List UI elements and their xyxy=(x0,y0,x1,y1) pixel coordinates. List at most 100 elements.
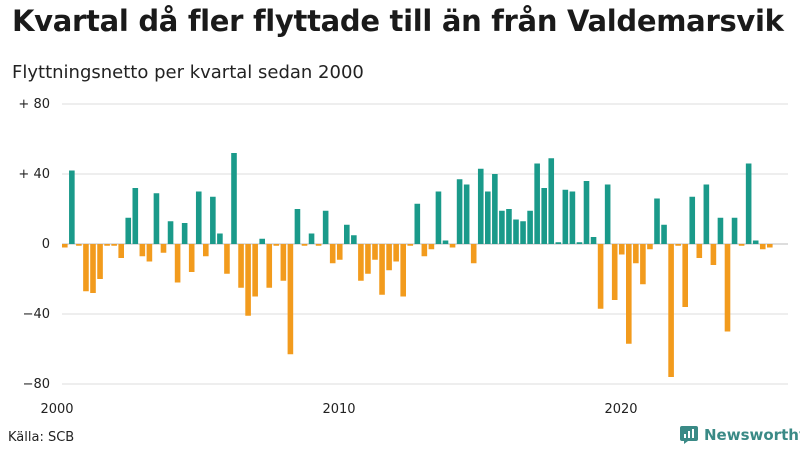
bar xyxy=(372,244,378,260)
bar xyxy=(181,223,188,244)
bar xyxy=(520,221,526,244)
bar xyxy=(111,244,117,246)
bar xyxy=(618,244,625,255)
x-tick-label: 2010 xyxy=(322,402,355,417)
y-tick-label: + 80 xyxy=(18,97,50,112)
bar xyxy=(463,184,470,244)
bar xyxy=(83,244,89,292)
x-axis-labels: 2000 2010 2020 xyxy=(40,402,637,417)
bar xyxy=(428,244,435,250)
bar xyxy=(435,191,442,244)
newsworthy-logo-icon xyxy=(680,426,698,444)
y-axis-labels: + 80 + 40 0 −40 −80 xyxy=(18,97,50,392)
bar xyxy=(668,244,674,377)
y-tick-label: −40 xyxy=(23,307,50,322)
bar xyxy=(386,244,392,271)
bar xyxy=(344,224,350,244)
bar xyxy=(322,210,329,244)
bar xyxy=(745,163,752,244)
bar xyxy=(477,168,484,244)
bar xyxy=(548,158,555,244)
bar xyxy=(174,244,181,283)
source-note: Källa: SCB xyxy=(8,430,75,445)
bar xyxy=(421,244,428,257)
bar xyxy=(203,244,209,257)
bar xyxy=(710,244,717,265)
bar xyxy=(400,244,406,297)
chart-subtitle: Flyttningsnetto per kvartal sedan 2000 xyxy=(12,62,364,83)
bar xyxy=(442,240,449,244)
bar xyxy=(527,210,533,244)
bar xyxy=(752,240,759,244)
bar xyxy=(407,244,414,246)
chart-title: Kvartal då fler flyttade till än från Va… xyxy=(12,4,784,38)
bar xyxy=(583,181,590,244)
bar xyxy=(499,210,505,244)
bar xyxy=(767,244,773,248)
bar xyxy=(365,244,371,274)
bar xyxy=(153,193,160,244)
bar xyxy=(449,244,456,248)
bar xyxy=(217,233,223,244)
y-tick-label: + 40 xyxy=(18,167,50,182)
bar xyxy=(703,184,710,244)
bar xyxy=(97,244,103,279)
bar xyxy=(759,244,766,250)
bar xyxy=(611,244,618,300)
bar xyxy=(231,153,237,244)
bar xyxy=(590,237,597,244)
bar xyxy=(252,244,258,297)
bar xyxy=(315,244,322,246)
y-tick-label: 0 xyxy=(42,237,50,252)
bar xyxy=(104,244,110,246)
bar xyxy=(188,244,195,272)
bar xyxy=(506,209,512,244)
bar xyxy=(647,244,653,250)
bar xyxy=(717,217,724,244)
bar xyxy=(125,217,132,244)
bar xyxy=(301,244,308,246)
bar xyxy=(69,170,75,244)
bar xyxy=(661,224,667,244)
bar xyxy=(724,244,731,332)
bar xyxy=(358,244,364,281)
bar xyxy=(210,196,216,244)
bar xyxy=(280,244,287,281)
bar xyxy=(640,244,646,285)
bar xyxy=(379,244,385,295)
gridlines xyxy=(62,103,788,385)
bar xyxy=(534,163,540,244)
bar xyxy=(224,244,230,274)
bar xyxy=(414,203,421,244)
x-tick-label: 2000 xyxy=(40,402,73,417)
bar xyxy=(118,244,124,258)
bar xyxy=(731,217,738,244)
bar xyxy=(393,244,399,262)
bar xyxy=(485,191,491,244)
bar xyxy=(513,219,519,244)
bar xyxy=(597,244,604,309)
bar xyxy=(456,179,463,244)
bar xyxy=(139,244,146,257)
bar xyxy=(167,221,174,244)
bar xyxy=(633,244,639,264)
bar xyxy=(329,244,336,264)
bar xyxy=(626,244,632,344)
bars xyxy=(62,153,773,377)
bar xyxy=(696,244,703,258)
bar xyxy=(238,244,244,288)
bar xyxy=(294,209,301,244)
bar xyxy=(562,189,569,244)
bar xyxy=(569,191,576,244)
bar xyxy=(245,244,251,316)
y-tick-label: −80 xyxy=(23,377,50,392)
bar xyxy=(576,242,583,244)
bar xyxy=(259,238,265,244)
bar xyxy=(604,184,611,244)
bar xyxy=(62,244,68,248)
bar xyxy=(682,244,688,307)
bar xyxy=(195,191,202,244)
bar xyxy=(555,242,562,244)
bar xyxy=(160,244,167,253)
